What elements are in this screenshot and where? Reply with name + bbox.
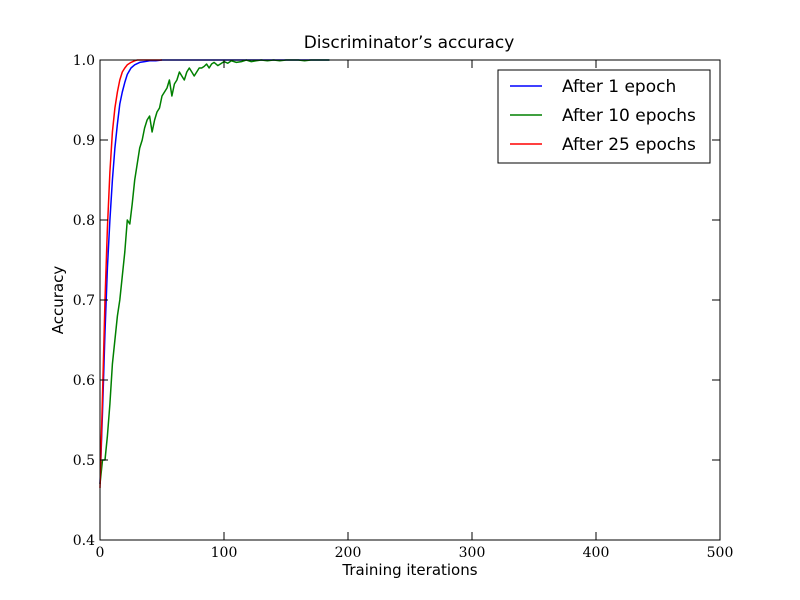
legend-label-1: After 1 epoch [562, 77, 676, 97]
chart-title: Discriminator’s accuracy [304, 33, 515, 53]
y-axis-label: Accuracy [49, 266, 67, 335]
y-tick-label: 0.8 [73, 213, 95, 229]
y-tick-label: 0.7 [73, 293, 95, 309]
x-tick-label: 400 [583, 545, 610, 561]
x-tick-label: 500 [707, 545, 734, 561]
ticks-layer: 0 100 200 300 400 500 0.4 0.5 0.6 0.7 0.8 0.9 1.0 [73, 53, 734, 561]
x-tick-label: 200 [335, 545, 362, 561]
legend-label-3: After 25 epochs [562, 135, 696, 155]
y-tick-label: 0.4 [73, 533, 95, 549]
y-tick-label: 0.9 [73, 133, 95, 149]
x-tick-label: 0 [96, 545, 105, 561]
y-tick-label: 0.5 [73, 453, 95, 469]
y-tick-label: 1.0 [73, 53, 95, 69]
legend: After 1 epoch After 10 epochs After 25 e… [497, 69, 711, 164]
legend-label-2: After 10 epochs [562, 106, 696, 126]
x-axis-label: Training iterations [341, 561, 477, 579]
x-tick-label: 100 [211, 545, 238, 561]
x-tick-label: 300 [459, 545, 486, 561]
y-tick-label: 0.6 [73, 373, 95, 389]
